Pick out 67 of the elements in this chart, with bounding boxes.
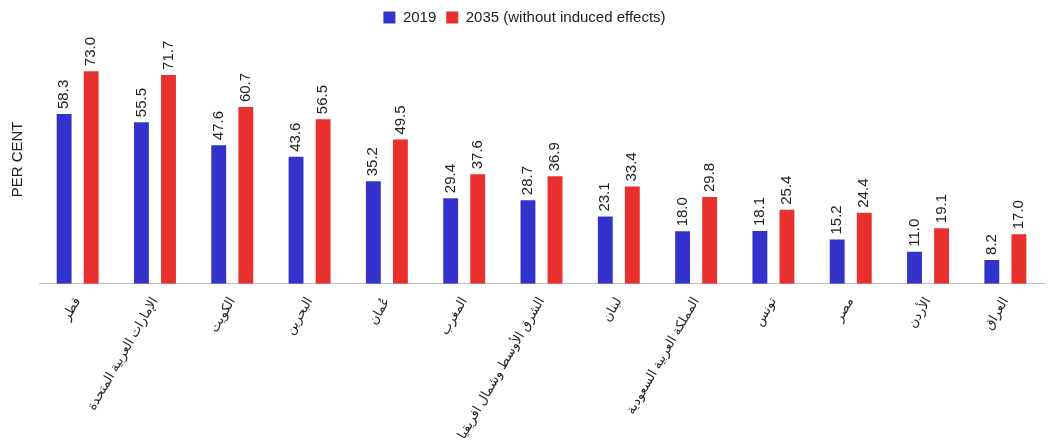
data-label: 29.8 [699, 162, 717, 192]
data-label: 73.0 [81, 36, 99, 67]
data-label: 18.1 [750, 196, 768, 227]
x-tick-label: لبنان [598, 294, 625, 324]
bar [547, 176, 563, 284]
bar [56, 113, 72, 284]
bar [288, 156, 304, 284]
bar [315, 119, 331, 284]
bar [470, 174, 486, 284]
data-label: 71.7 [158, 40, 176, 70]
data-label: 19.1 [931, 193, 949, 224]
data-label: 11.0 [904, 218, 922, 247]
bar [597, 216, 613, 284]
bar [443, 198, 459, 284]
bar [702, 196, 718, 284]
bar [675, 231, 691, 284]
bar [984, 259, 1000, 284]
bar [133, 122, 149, 284]
x-tick-label: عُمان [365, 294, 393, 327]
x-tick-label: الكويت [206, 294, 239, 336]
bar [520, 200, 536, 284]
data-label: 47.6 [208, 110, 226, 141]
data-label: 29.4 [440, 163, 458, 194]
data-label: 15.2 [827, 205, 845, 235]
bar [83, 71, 99, 284]
data-label: 35.2 [363, 147, 381, 177]
data-label: 55.5 [131, 87, 149, 118]
x-tick-label: المملكة العربية السعودية [622, 294, 703, 417]
bar [934, 228, 950, 284]
data-label: 56.5 [313, 85, 331, 115]
data-label: 23.1 [595, 182, 613, 212]
data-label: 60.7 [235, 72, 253, 102]
bar [856, 212, 872, 284]
legend-label: 2019 [402, 7, 437, 25]
bar [624, 186, 640, 284]
data-label: 18.0 [672, 197, 690, 227]
x-tick-label: مصر [830, 294, 858, 326]
x-tick-label: العراق [980, 294, 1012, 333]
data-label: 43.6 [286, 122, 304, 152]
data-label: 37.6 [467, 140, 485, 170]
bar [829, 239, 845, 284]
data-label: 58.3 [54, 79, 72, 109]
data-label: 25.4 [777, 175, 795, 205]
bar [1011, 234, 1027, 284]
bar [238, 106, 254, 284]
x-tick-label: تونس [750, 294, 781, 329]
bar [211, 145, 227, 284]
data-label: 49.5 [390, 105, 408, 135]
x-tick-label: البحرين [282, 294, 317, 338]
x-tick-label: قطر [57, 294, 85, 325]
data-label: 24.4 [854, 178, 872, 208]
data-label: 28.7 [518, 165, 536, 196]
legend-label: 2035 (without induced effects) [465, 7, 666, 25]
data-label: 17.0 [1009, 200, 1027, 230]
bar [779, 209, 795, 284]
bar [365, 181, 381, 284]
data-label: 8.2 [981, 234, 999, 255]
bar [161, 74, 176, 284]
bar [907, 251, 922, 284]
y-axis-title: PER CENT [8, 121, 26, 198]
bar [752, 231, 768, 284]
x-tick-label: الإمارات العربية المتحدة [83, 294, 162, 414]
data-label: 36.9 [545, 142, 563, 172]
bar [392, 139, 408, 284]
data-label: 33.4 [622, 152, 640, 182]
x-tick-label: المغرب [436, 294, 471, 338]
x-tick-label: الأردن [903, 293, 935, 331]
